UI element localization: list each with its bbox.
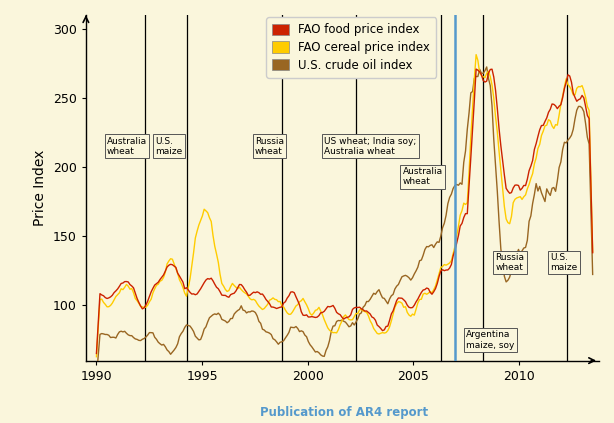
Text: Argentina
maize, soy: Argentina maize, soy	[466, 330, 515, 349]
Text: Russia
wheat: Russia wheat	[495, 253, 524, 272]
Text: U.S.
maize: U.S. maize	[550, 253, 578, 272]
Y-axis label: Price Index: Price Index	[33, 150, 47, 226]
Text: US wheat; India soy;
Australia wheat: US wheat; India soy; Australia wheat	[324, 137, 417, 156]
Text: Russia
wheat: Russia wheat	[255, 137, 284, 156]
Legend: FAO food price index, FAO cereal price index, U.S. crude oil index: FAO food price index, FAO cereal price i…	[266, 17, 436, 78]
Text: Australia
wheat: Australia wheat	[403, 167, 443, 187]
Text: Australia
wheat: Australia wheat	[107, 137, 147, 156]
Text: U.S.
maize: U.S. maize	[155, 137, 183, 156]
Text: Publication of AR4 report: Publication of AR4 report	[260, 406, 428, 419]
